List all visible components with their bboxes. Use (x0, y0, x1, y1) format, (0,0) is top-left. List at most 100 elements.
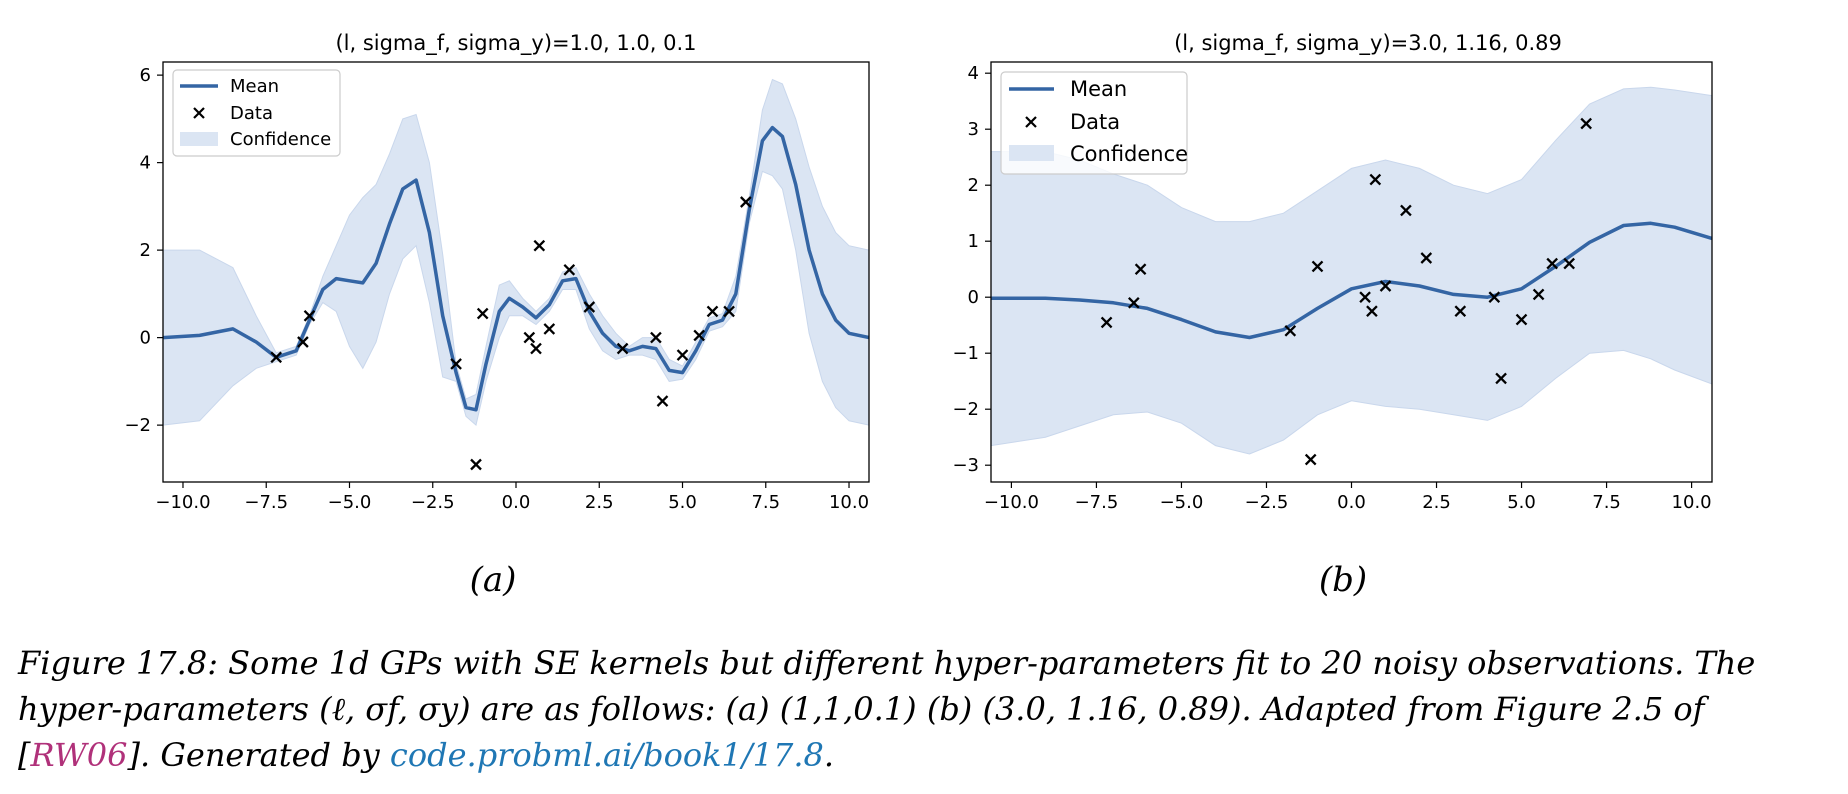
subplot-label-a: (a) (469, 560, 517, 600)
data-point (563, 263, 576, 276)
data-point (450, 358, 462, 370)
legend-mean-label: Mean (230, 76, 279, 97)
data-point (303, 309, 316, 322)
data-point (1379, 280, 1392, 292)
y-tick-label: 6 (140, 65, 151, 86)
panel-b-x-axis: −10.0 −7.5 −5.0 −2.5 0.0 2.5 5.0 7.5 10.0 (984, 482, 1712, 513)
panel-b-data-points (1100, 117, 1593, 466)
data-point (1454, 305, 1467, 318)
data-point (1311, 260, 1324, 273)
data-point (739, 196, 752, 208)
x-tick-label: −2.5 (1245, 492, 1289, 513)
caption-generated-by: ]. Generated by (127, 736, 390, 774)
legend-data-label: Data (230, 103, 273, 124)
panel-b-legend: Mean Data Confidence (1000, 71, 1188, 175)
x-tick-label: 5.0 (668, 492, 697, 513)
data-point (1366, 305, 1378, 318)
panel-a-mean-line (163, 125, 869, 412)
panel-b-confidence-band (991, 86, 1712, 455)
x-tick-label: 10.0 (829, 492, 869, 513)
data-point (1359, 291, 1371, 304)
x-tick-label: −2.5 (411, 492, 455, 513)
caption-period: . (823, 736, 835, 774)
data-point (1580, 117, 1593, 130)
y-tick-label: −1 (952, 343, 979, 364)
x-tick-label: −5.0 (328, 492, 372, 513)
x-tick-label: 10.0 (1672, 492, 1712, 513)
data-point (1563, 257, 1576, 270)
legend-confidence-label: Confidence (230, 129, 331, 150)
data-point (1515, 313, 1528, 326)
panel-a-legend: Mean Data Confidence (172, 69, 341, 157)
data-point (1420, 252, 1433, 264)
y-tick-label: 2 (140, 240, 151, 261)
panel-a-data-points (270, 196, 752, 471)
data-point (543, 323, 556, 335)
data-point (706, 305, 719, 318)
legend-data-label: Data (1070, 110, 1120, 134)
y-tick-label: 0 (140, 328, 151, 349)
data-point (1100, 316, 1113, 329)
x-tick-label: −5.0 (1160, 492, 1204, 513)
x-tick-label: −10.0 (984, 492, 1039, 513)
y-tick-label: −2 (952, 399, 979, 420)
caption-line-2: hyper-parameters (ℓ, σf, σy) are as foll… (18, 690, 1705, 728)
data-point (533, 239, 546, 252)
y-tick-label: 2 (968, 175, 979, 196)
data-point (676, 349, 689, 361)
legend-confidence-swatch (1009, 145, 1054, 161)
data-point (1304, 453, 1317, 466)
subplot-label-b: (b) (1318, 560, 1368, 600)
x-tick-label: 7.5 (1592, 492, 1621, 513)
caption-bracket-open: [ (18, 736, 31, 774)
data-point (583, 301, 596, 313)
panel-b: (l, sigma_f, sigma_y)=3.0, 1.16, 0.89 −1… (952, 31, 1713, 513)
data-point (1284, 324, 1297, 337)
caption-line-3: [RW06]. Generated by code.probml.ai/book… (18, 732, 1838, 778)
figure-caption: Figure 17.8: Some 1d GPs with SE kernels… (18, 640, 1838, 778)
data-point (1400, 204, 1412, 217)
data-point (693, 329, 706, 342)
panel-a-y-axis: −2 0 2 4 6 (124, 65, 163, 436)
data-point (1127, 296, 1140, 309)
data-point (523, 331, 536, 344)
x-tick-label: 2.5 (1422, 492, 1451, 513)
y-tick-label: 3 (968, 119, 979, 140)
caption-line-1: Figure 17.8: Some 1d GPs with SE kernels… (18, 644, 1756, 682)
legend-confidence-swatch (180, 132, 218, 146)
code-link[interactable]: code.probml.ai/book1/17.8 (389, 736, 824, 774)
x-tick-label: 7.5 (751, 492, 780, 513)
citation-link[interactable]: RW06 (30, 736, 128, 774)
x-tick-label: 2.5 (585, 492, 614, 513)
data-point (1134, 263, 1147, 276)
panel-a-title: (l, sigma_f, sigma_y)=1.0, 1.0, 0.1 (335, 31, 696, 56)
y-tick-label: −2 (124, 415, 151, 436)
x-tick-label: 0.0 (502, 492, 531, 513)
x-tick-label: 0.0 (1337, 492, 1366, 513)
data-point (723, 305, 735, 318)
data-point (1546, 257, 1559, 270)
panel-b-title: (l, sigma_f, sigma_y)=3.0, 1.16, 0.89 (1174, 31, 1562, 56)
x-tick-label: −7.5 (244, 492, 288, 513)
x-tick-label: 5.0 (1507, 492, 1536, 513)
data-point (1532, 288, 1545, 301)
data-point (1495, 372, 1507, 385)
y-tick-label: 1 (968, 231, 979, 252)
data-point (1369, 173, 1382, 186)
y-tick-label: 0 (968, 287, 979, 308)
panel-a: (l, sigma_f, sigma_y)=1.0, 1.0, 0.1 −10.… (124, 31, 870, 513)
y-tick-label: 4 (140, 153, 151, 174)
panel-a-x-axis: −10.0 −7.5 −5.0 −2.5 0.0 2.5 5.0 7.5 10.0 (155, 482, 869, 513)
y-tick-label: 4 (968, 63, 979, 84)
data-point (616, 342, 629, 355)
x-tick-label: −10.0 (155, 492, 210, 513)
data-point (476, 307, 489, 320)
panel-a-confidence-band (163, 78, 869, 427)
legend-confidence-label: Confidence (1070, 142, 1188, 166)
data-point (650, 331, 662, 344)
data-point (270, 351, 283, 364)
data-point (530, 342, 542, 355)
data-point (470, 458, 482, 471)
panel-b-y-axis: −3 −2 −1 0 1 2 3 4 (952, 63, 991, 476)
